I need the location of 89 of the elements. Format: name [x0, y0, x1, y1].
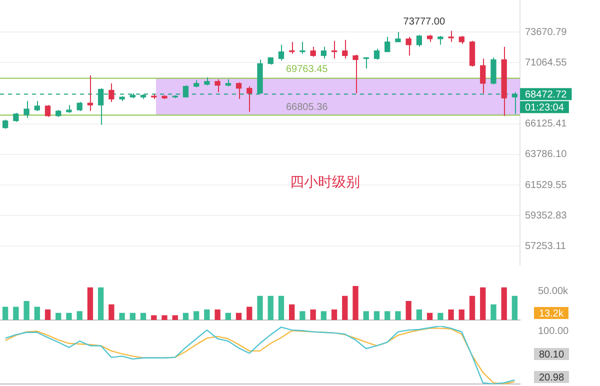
- y-tick-label: 63786.10: [525, 149, 568, 160]
- bar: [257, 296, 263, 320]
- candlestick: [352, 54, 358, 94]
- bar: [342, 296, 348, 320]
- candlestick: [384, 36, 390, 52]
- bar: [352, 286, 358, 320]
- bar: [300, 311, 306, 320]
- bar: [2, 306, 8, 320]
- candlestick: [246, 86, 252, 112]
- bar: [490, 304, 496, 320]
- bar: [162, 315, 168, 320]
- candlestick: [236, 82, 242, 100]
- bar: [374, 311, 380, 320]
- candlestick: [278, 44, 284, 62]
- bar: [331, 309, 338, 320]
- candlestick: [34, 100, 40, 112]
- candlestick: [342, 39, 348, 60]
- bar: [151, 315, 157, 320]
- text: 50.00k: [538, 286, 570, 297]
- ref-line-label: 66805.36: [286, 102, 328, 113]
- y-tick-label: 57253.11: [525, 240, 566, 252]
- y-tick-label: 61529.55: [525, 180, 568, 191]
- bar: [363, 311, 369, 320]
- text: 13.2k: [539, 308, 564, 320]
- bar: [76, 311, 82, 320]
- bar: [448, 309, 454, 320]
- candlestick: [214, 78, 220, 93]
- bar: [214, 309, 220, 320]
- candlestick: [406, 36, 412, 56]
- bar: [458, 309, 464, 320]
- y-tick-label: 71064.55: [525, 57, 568, 68]
- y-tick-label: 73670.79: [525, 26, 568, 38]
- text: 80.10: [539, 349, 564, 360]
- candlestick: [480, 58, 486, 94]
- ref-line-label: 68472.72: [525, 89, 568, 100]
- bar: [34, 306, 40, 320]
- bar: [13, 306, 19, 320]
- bar: [480, 287, 486, 320]
- text: 20.98: [539, 372, 564, 384]
- bar: [320, 311, 327, 320]
- annotation: 73777.00: [403, 16, 446, 28]
- text: 01:23:04: [525, 102, 564, 114]
- text: 四小时级别: [290, 174, 360, 190]
- bar: [140, 312, 146, 320]
- bar: [98, 287, 104, 320]
- text: 100.00: [538, 326, 570, 337]
- bar: [236, 312, 242, 320]
- bar: [66, 312, 72, 320]
- bar: [268, 296, 274, 320]
- bar: [512, 296, 518, 320]
- ref-line-label: 69763.45: [286, 64, 328, 76]
- bar: [289, 304, 295, 320]
- bar: [108, 304, 114, 320]
- bar: [426, 312, 433, 320]
- bar: [87, 287, 94, 320]
- bar: [469, 296, 476, 320]
- bar: [44, 309, 51, 320]
- bar: [384, 311, 390, 320]
- candlestick: [182, 84, 189, 98]
- candlestick: [374, 48, 380, 60]
- bar: [416, 309, 422, 320]
- candlestick: [24, 100, 30, 118]
- candlestick: [87, 74, 94, 112]
- bar: [204, 309, 210, 320]
- candlestick: [416, 34, 422, 48]
- bar: [182, 312, 189, 320]
- bar: [438, 312, 444, 320]
- candlestick: [300, 41, 306, 54]
- bar: [246, 306, 252, 320]
- y-tick-label: 66125.41: [525, 118, 568, 130]
- candlestick: [395, 32, 401, 42]
- candlestick: [320, 46, 327, 60]
- candlestick: [448, 30, 454, 42]
- bar: [24, 300, 30, 320]
- bar: [130, 312, 136, 320]
- bar: [310, 309, 316, 320]
- candlestick: [108, 82, 114, 103]
- bar: [501, 287, 507, 320]
- candlestick: [310, 46, 316, 58]
- bar: [406, 300, 412, 320]
- candlestick: [44, 104, 51, 118]
- bar: [395, 311, 401, 320]
- bar: [172, 315, 178, 320]
- bar: [225, 312, 231, 320]
- bar: [56, 312, 62, 320]
- y-tick-label: 59352.83: [525, 210, 568, 222]
- bar: [278, 296, 284, 320]
- bar: [193, 311, 200, 320]
- bar: [119, 312, 125, 320]
